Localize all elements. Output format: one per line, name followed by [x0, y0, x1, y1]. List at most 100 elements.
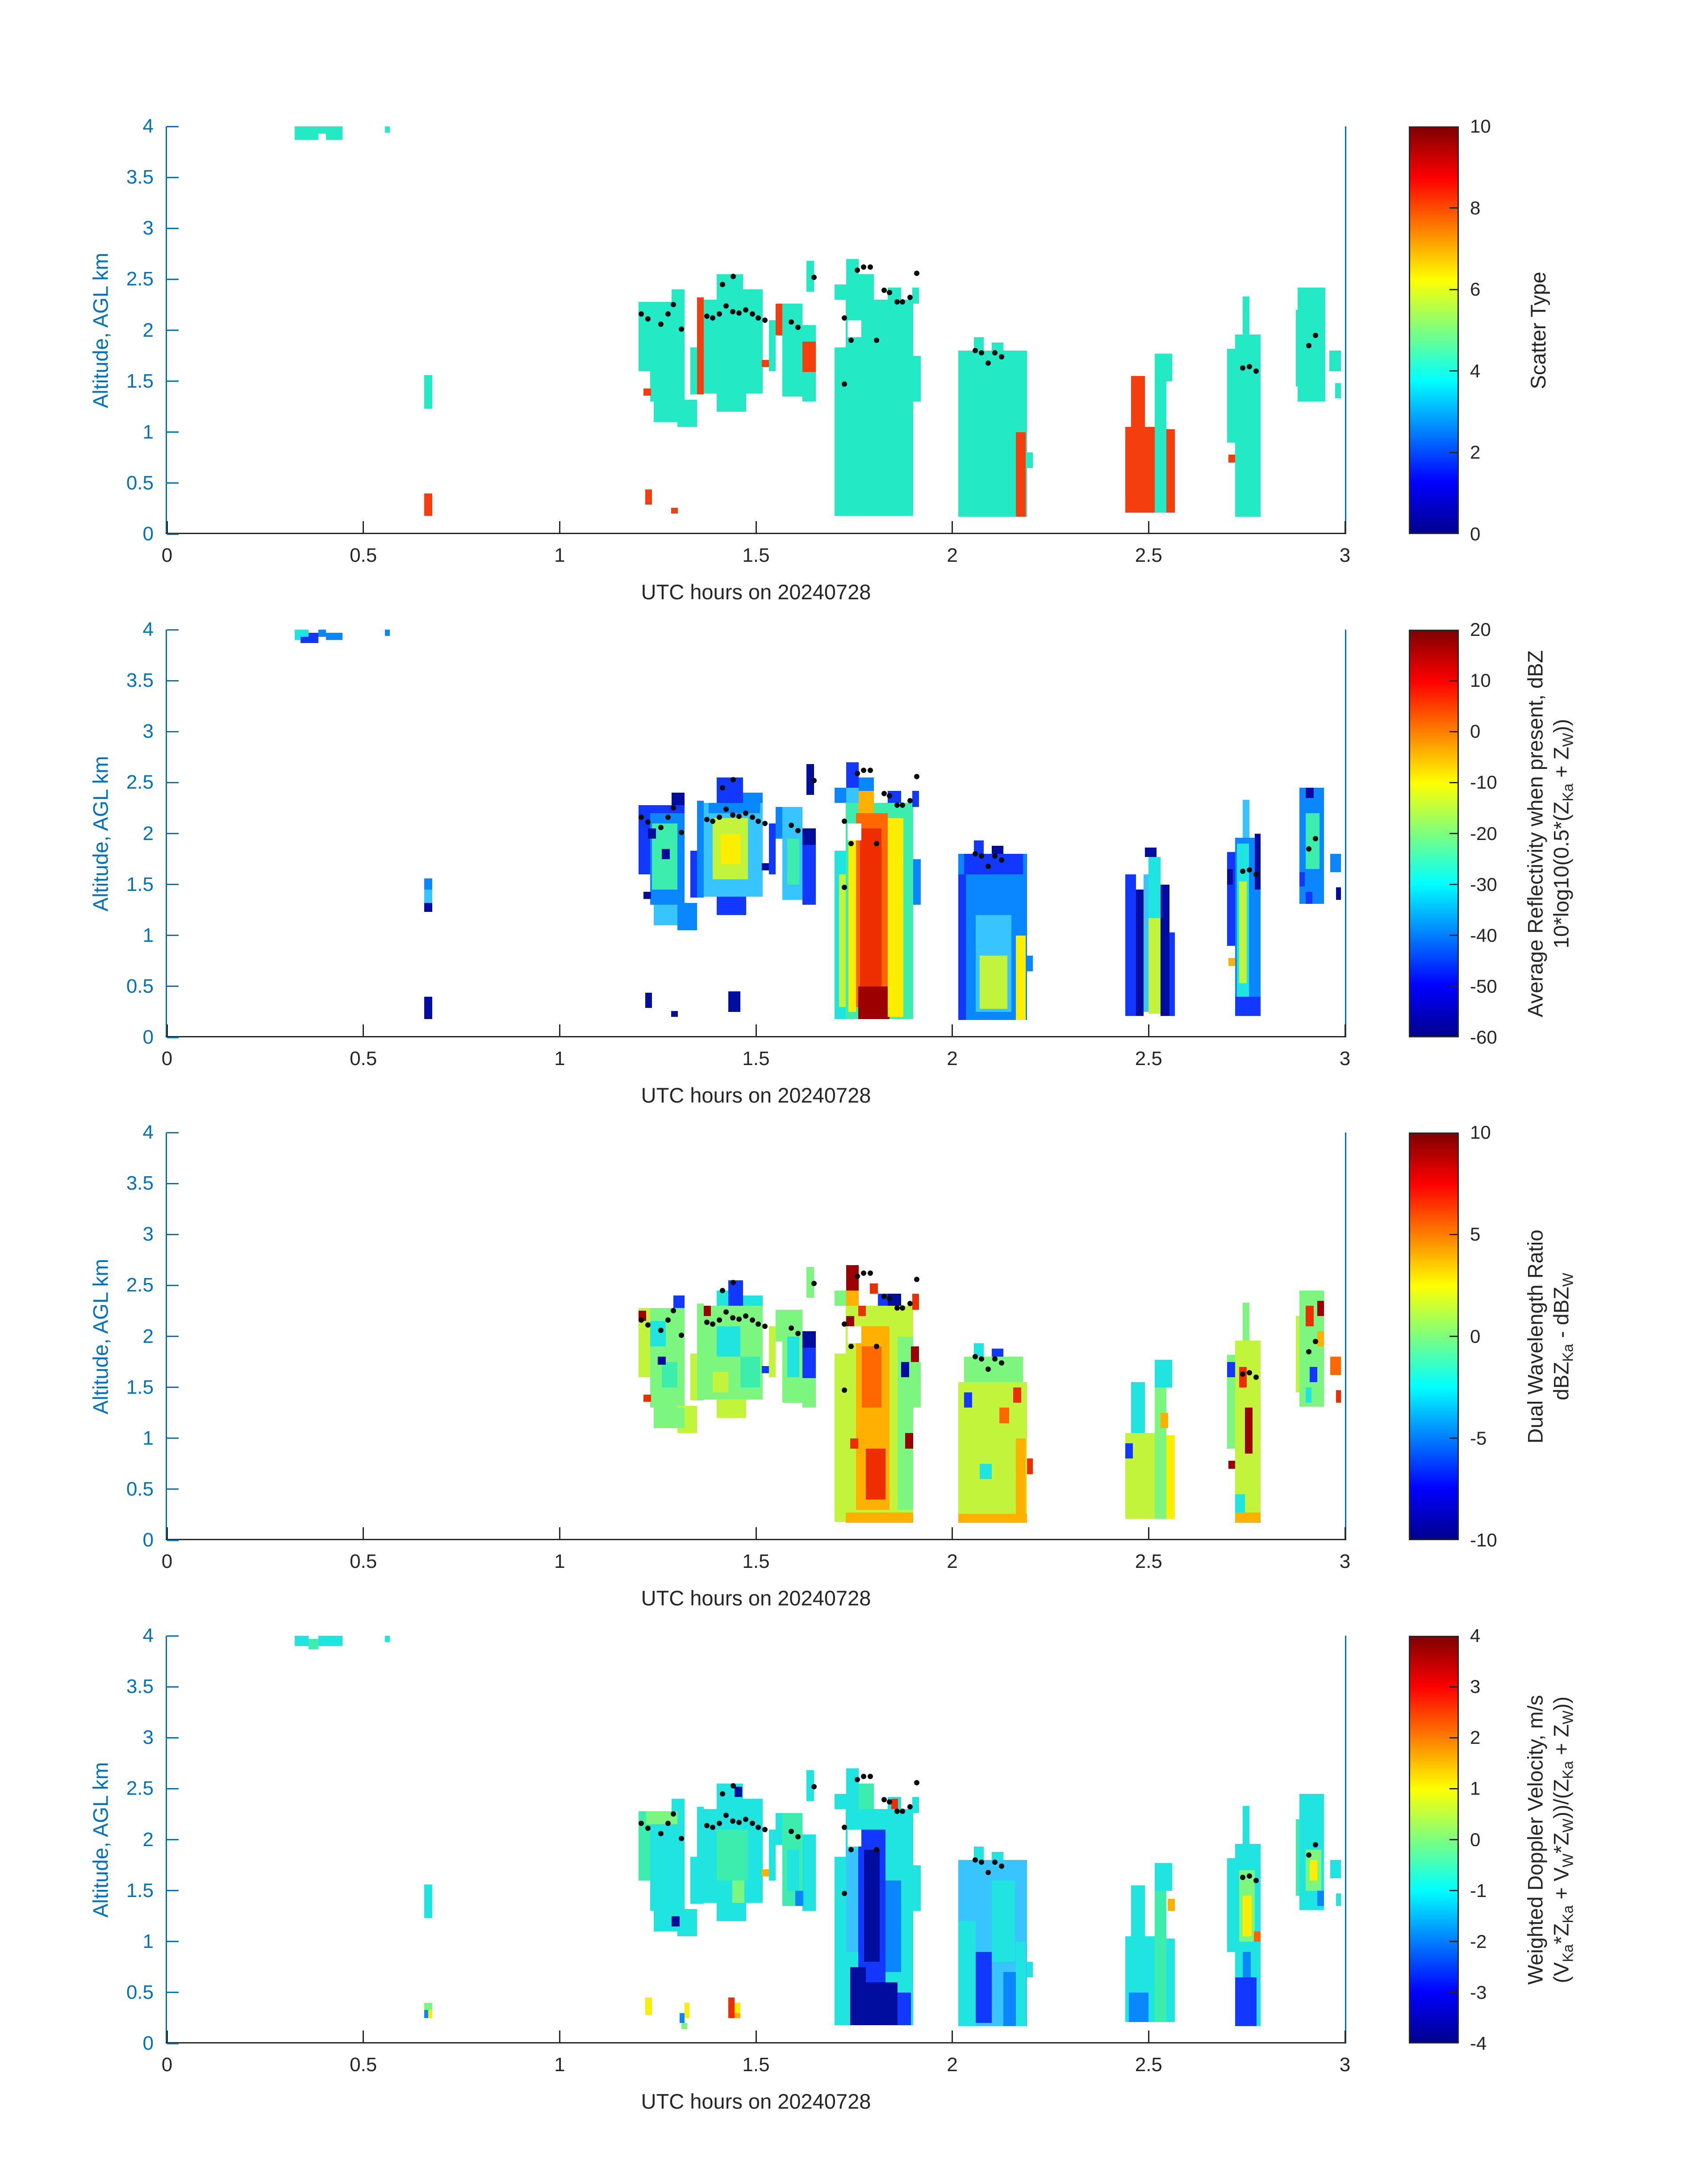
- scatter-dot: [678, 830, 684, 836]
- heatmap-cell: [802, 341, 816, 372]
- x-tick-label: 0: [161, 1048, 173, 1070]
- scatter-dot: [730, 777, 736, 782]
- heatmap-cell: [846, 1316, 854, 1326]
- heatmap-cell: [1243, 1806, 1250, 1844]
- y-tick-mark: [167, 278, 179, 280]
- scatter-dot: [762, 1826, 768, 1832]
- heatmap-cell: [1243, 1951, 1251, 1977]
- heatmap-cell: [650, 301, 685, 402]
- x-tick-mark: [1344, 521, 1346, 533]
- y-tick-mark: [167, 1183, 179, 1184]
- heatmap-cell: [1154, 1359, 1173, 1387]
- y-tick-mark: [167, 1336, 179, 1337]
- heatmap-cell: [424, 890, 433, 903]
- heatmap-cell: [690, 1354, 697, 1401]
- x-tick-mark: [1148, 521, 1149, 533]
- scatter-dot: [723, 806, 729, 812]
- x-tick-mark: [363, 1024, 364, 1036]
- panel-average-reflectivity: Altitude, AGL km 0 0.5 1 1.5 2 2.5 3 0 0.5 1 1.5 2 2…: [0, 618, 1708, 1134]
- heatmap-cell: [643, 388, 651, 396]
- colorbar-tick-label: 8: [1470, 197, 1481, 218]
- x-tick-label: 1.5: [742, 544, 770, 566]
- heatmap-cell: [1254, 833, 1261, 890]
- scatter-dot: [789, 1325, 794, 1331]
- colorbar-tick-mark: [1449, 207, 1457, 209]
- y-axis-spine-right: [1345, 126, 1346, 534]
- colorbar-tick-mark: [1449, 986, 1457, 987]
- heatmap-cell: [658, 1357, 666, 1365]
- scatter-dot: [743, 1313, 749, 1319]
- heatmap-cell: [677, 399, 697, 427]
- heatmap-cell: [913, 355, 921, 402]
- heatmap-cell: [1129, 1992, 1149, 2022]
- heatmap-cell: [1227, 1362, 1235, 1377]
- scatter-dot: [639, 1820, 644, 1826]
- scatter-dot: [720, 281, 726, 287]
- heatmap-cell: [1227, 1858, 1235, 1952]
- heatmap-cell: [839, 874, 846, 1007]
- x-tick-label: 2.5: [1135, 1048, 1162, 1070]
- heatmap-cell: [697, 297, 704, 395]
- scatter-dot: [841, 1825, 847, 1830]
- heatmap-cell: [717, 1400, 746, 1418]
- heatmap-cell: [671, 1916, 680, 1926]
- x-tick-label: 1.5: [742, 1048, 770, 1070]
- y-tick-label: 2.5: [126, 268, 154, 290]
- heatmap-cell: [913, 1865, 921, 1911]
- heatmap-cell: [891, 1799, 898, 1809]
- scatter-dot: [841, 381, 847, 387]
- y-tick-label: 0.5: [126, 975, 154, 997]
- x-tick-mark: [755, 1527, 757, 1539]
- heatmap-cell: [1136, 890, 1144, 1016]
- scatter-dot: [914, 773, 919, 779]
- scatter-dot: [907, 1301, 913, 1307]
- scatter-dot: [867, 1270, 873, 1276]
- x-tick-mark: [755, 521, 757, 533]
- y-axis-spine-right: [1345, 1132, 1346, 1540]
- scatter-dot: [860, 1270, 866, 1276]
- scatter-dot: [1240, 1874, 1246, 1880]
- x-tick-mark: [1344, 2031, 1346, 2042]
- colorbar-tick-mark: [1449, 1839, 1457, 1840]
- y-tick-mark: [167, 1737, 179, 1738]
- heatmap-cell: [717, 1829, 748, 1880]
- y-tick-label: 1.5: [126, 1879, 154, 1901]
- scatter-dot: [756, 1321, 761, 1327]
- heatmap-cell: [717, 393, 746, 412]
- colorbar-tick-label: 6: [1470, 279, 1481, 300]
- y-tick-mark: [167, 176, 179, 178]
- y-tick-label: 0.5: [126, 1981, 154, 2003]
- heatmap-cell: [671, 289, 685, 302]
- scatter-dot: [978, 350, 984, 355]
- y-tick-mark: [167, 1036, 179, 1038]
- scatter-dot: [717, 1317, 722, 1323]
- scatter-dot: [854, 1273, 860, 1279]
- heatmap-cell: [991, 845, 1003, 854]
- heatmap-cell: [1235, 996, 1261, 1016]
- scatter-dot: [972, 348, 978, 354]
- colorbar-tick-mark: [1449, 680, 1457, 681]
- scatter-dot: [867, 1773, 873, 1779]
- colorbar-tick-mark: [1449, 1336, 1457, 1337]
- heatmap-cell: [300, 636, 309, 643]
- x-tick-mark: [952, 2031, 953, 2042]
- heatmap-cell: [1027, 452, 1033, 468]
- scatter-dot: [710, 819, 716, 824]
- scatter-dot: [998, 857, 1004, 863]
- y-tick-mark: [167, 1839, 179, 1840]
- heatmap-cell: [802, 828, 816, 845]
- y-axis-spine-left: [166, 126, 167, 534]
- heatmap-cell: [740, 1357, 760, 1387]
- colorbar-tick-mark: [1449, 833, 1457, 834]
- scatter-dot: [720, 785, 726, 790]
- heatmap-cell: [887, 818, 903, 1017]
- scatter-dot: [1306, 343, 1312, 348]
- heatmap-cell: [1336, 887, 1341, 900]
- colorbar-tick-label: 10: [1470, 116, 1491, 137]
- scatter-dot: [789, 1829, 794, 1834]
- heatmap-cell: [769, 320, 776, 371]
- heatmap-cell: [645, 1997, 652, 2015]
- heatmap-cell: [424, 2002, 433, 2010]
- y-tick-mark: [167, 1539, 179, 1541]
- y-tick-label: 1: [142, 924, 154, 946]
